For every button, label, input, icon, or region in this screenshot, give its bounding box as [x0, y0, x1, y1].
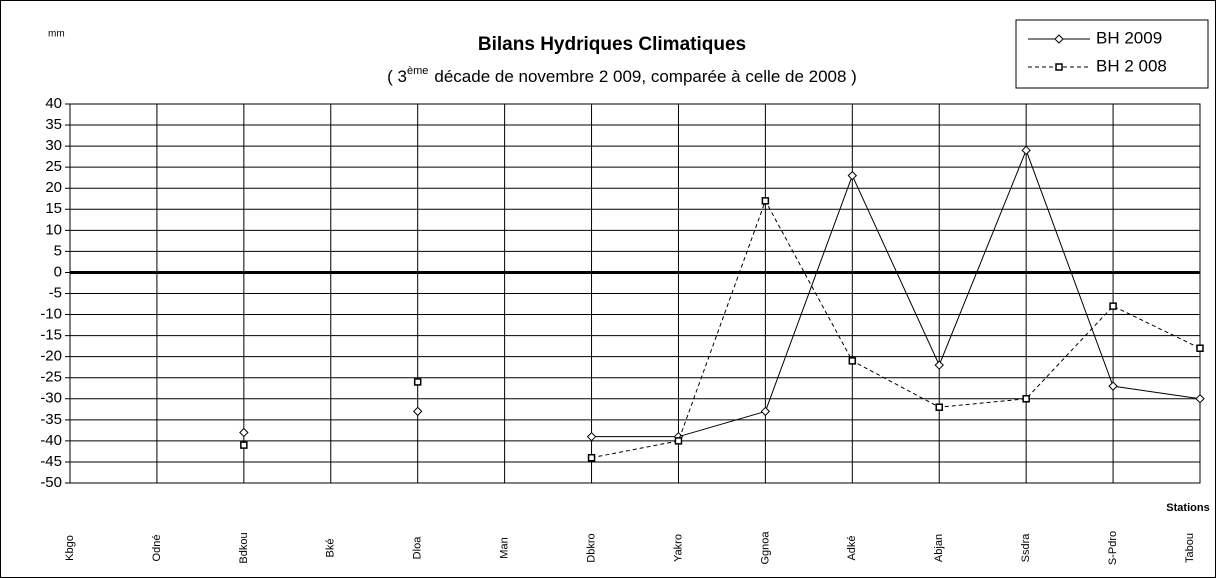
x-tick-label: Bké: [325, 539, 337, 558]
point-marker: [586, 431, 597, 442]
x-tick-label: Tabou: [1184, 533, 1196, 563]
y-tick-label: -25: [40, 369, 62, 386]
y-tick-label: -10: [40, 306, 62, 323]
y-tick-label: 40: [45, 95, 62, 112]
chart-title: Bilans Hydriques Climatiques: [478, 34, 746, 55]
y-tick-label: -5: [49, 284, 62, 301]
y-tick-label: -20: [40, 348, 62, 365]
point-marker: [239, 427, 249, 438]
y-tick-label: 10: [45, 221, 62, 238]
x-tick-label: Ggnoa: [759, 531, 771, 565]
point-marker: [760, 406, 771, 417]
series-line: [591, 148, 1201, 438]
x-tick-label: Odné: [151, 535, 163, 562]
point-marker: [934, 360, 944, 370]
chart-subtitle: ( 3ème décade de novembre 2 009, comparée…: [387, 65, 857, 87]
x-tick-label: Ssdra: [1020, 533, 1032, 563]
y-tick-label: -40: [40, 432, 62, 449]
x-tick-label: Kbgo: [64, 535, 76, 561]
point-marker: [1108, 381, 1118, 391]
legend: BH 2009 BH 2 008: [1015, 19, 1209, 89]
x-tick-label: Dloa: [412, 536, 424, 560]
x-tick-label: Man: [499, 537, 511, 558]
legend-box: [1015, 19, 1209, 89]
y-tick-label: 5: [54, 242, 62, 259]
legend-label: BH 2 008: [1096, 56, 1167, 75]
x-tick-label: Yakro: [672, 534, 684, 562]
y-tick-label: 25: [45, 158, 62, 175]
point-marker: [761, 197, 770, 205]
point-marker: [240, 441, 248, 449]
y-tick-label: 15: [45, 200, 62, 217]
point-marker: [587, 453, 596, 462]
point-marker: [847, 170, 858, 181]
point-marker: [674, 437, 683, 445]
y-tick-label: 35: [45, 116, 62, 133]
subtitle-sup: ème: [407, 65, 428, 77]
point-marker: [848, 357, 857, 365]
point-marker: [1195, 394, 1205, 404]
y-tick-label: -30: [40, 390, 62, 407]
legend-label: BH 2009: [1096, 28, 1162, 47]
unit-label: mm: [48, 29, 65, 40]
point-marker: [1022, 395, 1030, 403]
point-marker: [1021, 145, 1031, 156]
x-tick-label: Abjan: [933, 534, 945, 562]
y-tick-label: 30: [45, 137, 62, 154]
point-marker: [412, 406, 423, 417]
point-marker: [1055, 63, 1063, 71]
x-tick-label: Bdkou: [238, 532, 250, 563]
point-marker: [1196, 344, 1204, 352]
x-tick-label: Adké: [846, 535, 858, 560]
x-tick-label: S-Pdro: [1107, 531, 1119, 565]
plot-border: [69, 103, 1201, 484]
y-tick-label: -15: [40, 327, 62, 344]
x-tick-label: Dbkro: [585, 533, 597, 562]
point-marker: [1054, 34, 1064, 44]
y-tick-label: -35: [40, 411, 62, 428]
y-tick-label: -45: [40, 453, 62, 470]
y-tick-label: -50: [40, 474, 62, 491]
point-marker: [935, 403, 943, 411]
subtitle-part: ( 3: [387, 67, 407, 86]
subtitle-part: décade de novembre 2 009, comparée à cel…: [434, 67, 856, 86]
series-line: [591, 199, 1201, 459]
y-tick-label: 0: [54, 263, 62, 280]
x-axis-label: Stations: [1166, 502, 1209, 514]
y-tick-label: 20: [45, 179, 62, 196]
point-marker: [1109, 302, 1117, 310]
point-marker: [413, 378, 422, 386]
